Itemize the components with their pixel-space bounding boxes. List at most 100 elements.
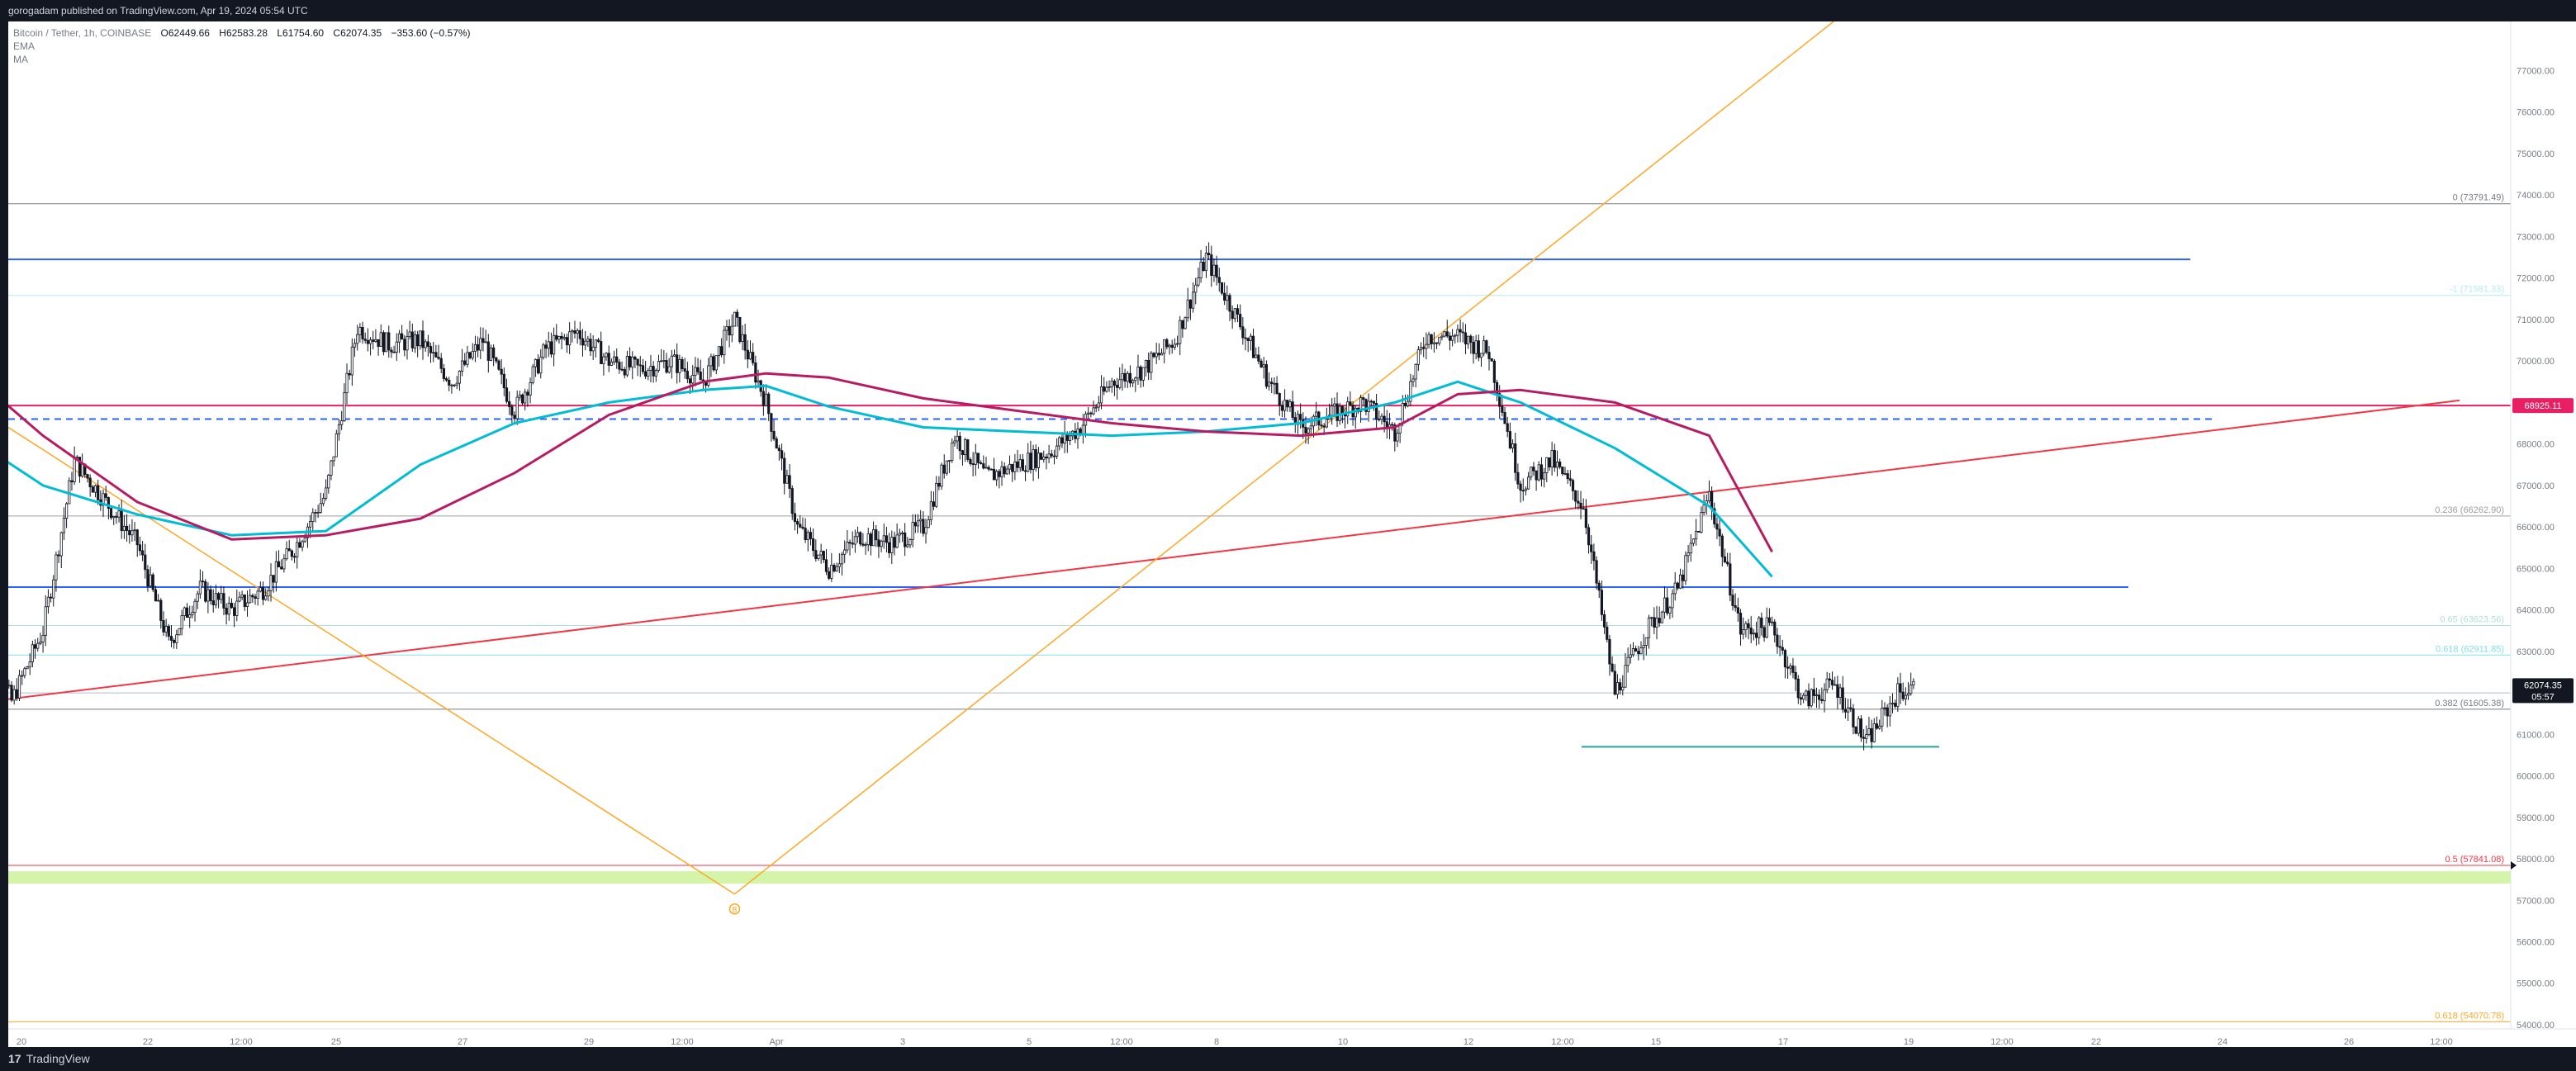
candle bbox=[1825, 671, 1829, 694]
candle bbox=[1663, 586, 1667, 619]
candle bbox=[1092, 400, 1095, 416]
candle bbox=[1175, 335, 1179, 348]
candle bbox=[717, 346, 721, 367]
candle bbox=[1239, 304, 1242, 330]
candle bbox=[1909, 672, 1913, 696]
candle bbox=[46, 589, 50, 614]
candle bbox=[1257, 346, 1260, 365]
candle bbox=[1097, 396, 1100, 412]
candle bbox=[1545, 457, 1549, 482]
candle bbox=[429, 343, 433, 363]
candle bbox=[549, 332, 553, 358]
candle bbox=[1034, 444, 1037, 472]
candle bbox=[911, 514, 914, 547]
candle bbox=[406, 329, 409, 360]
price-tick: 72000.00 bbox=[2517, 274, 2555, 284]
candle bbox=[746, 339, 749, 368]
candle bbox=[419, 330, 422, 350]
price-tick: 70000.00 bbox=[2517, 357, 2555, 367]
candle bbox=[356, 325, 359, 351]
candle bbox=[927, 515, 930, 528]
candle bbox=[1349, 391, 1352, 406]
chart-pane[interactable]: 0 (73791.49) -1 (71581.33) 0.236 (66262.90… bbox=[8, 21, 2576, 1047]
candle bbox=[738, 316, 742, 344]
candle bbox=[1773, 618, 1777, 642]
candle bbox=[26, 666, 29, 670]
chart-canvas[interactable]: 0 (73791.49) -1 (71581.33) 0.236 (66262.90… bbox=[8, 21, 2576, 1047]
candle bbox=[628, 347, 632, 371]
candle bbox=[1867, 717, 1871, 737]
candle bbox=[1526, 472, 1530, 490]
candle bbox=[964, 438, 967, 462]
time-tick: Apr bbox=[769, 1037, 783, 1047]
candle bbox=[238, 591, 241, 603]
candle bbox=[1487, 346, 1491, 371]
candle bbox=[1872, 718, 1876, 743]
candle bbox=[1255, 347, 1258, 358]
candle bbox=[1207, 242, 1211, 260]
footer-brand[interactable]: TradingView bbox=[26, 1052, 90, 1065]
candle bbox=[942, 454, 946, 479]
pivot-marker-icon bbox=[728, 903, 741, 915]
candle bbox=[1600, 581, 1604, 621]
candle bbox=[479, 327, 482, 359]
candle bbox=[553, 327, 556, 367]
candle bbox=[1615, 674, 1620, 699]
candle bbox=[44, 595, 47, 647]
footer-bar: 17 TradingView bbox=[0, 1047, 2576, 1071]
candle bbox=[52, 575, 55, 607]
candle bbox=[1414, 363, 1417, 388]
candle bbox=[686, 362, 689, 384]
candle bbox=[1047, 444, 1051, 463]
candle bbox=[1700, 506, 1703, 534]
candle bbox=[193, 598, 197, 622]
candle bbox=[86, 473, 89, 483]
candle bbox=[162, 611, 165, 637]
candle bbox=[233, 603, 236, 628]
candle bbox=[741, 325, 744, 351]
candle bbox=[785, 469, 789, 484]
candle bbox=[505, 378, 509, 404]
candle bbox=[1626, 647, 1630, 673]
orange-line-up bbox=[734, 21, 1834, 895]
price-tick: 61000.00 bbox=[2517, 730, 2555, 740]
candle bbox=[321, 493, 325, 507]
candle bbox=[1087, 407, 1090, 419]
candle bbox=[780, 443, 784, 471]
candle bbox=[1228, 292, 1231, 321]
candle bbox=[1244, 328, 1247, 351]
candle bbox=[1335, 392, 1339, 428]
time-tick: 20 bbox=[17, 1037, 26, 1047]
candle bbox=[573, 320, 576, 339]
legend-ma[interactable]: MA bbox=[13, 54, 28, 65]
candle bbox=[240, 590, 244, 600]
time-tick: 29 bbox=[584, 1037, 594, 1047]
candle bbox=[736, 309, 739, 327]
legend-symbol[interactable]: Bitcoin / Tether, 1h, COINBASE bbox=[13, 27, 152, 39]
candle bbox=[919, 509, 923, 533]
candle bbox=[1668, 606, 1672, 619]
candle bbox=[1485, 339, 1488, 355]
candle bbox=[12, 685, 16, 705]
candle bbox=[133, 522, 136, 542]
candle bbox=[1723, 548, 1727, 564]
candle bbox=[138, 536, 142, 556]
candle bbox=[191, 605, 194, 618]
candle bbox=[1558, 458, 1562, 470]
candle bbox=[1003, 462, 1006, 478]
candle bbox=[455, 376, 458, 390]
candle bbox=[1818, 689, 1821, 708]
candle bbox=[560, 332, 563, 350]
candle bbox=[837, 552, 841, 574]
candle bbox=[534, 358, 538, 377]
candle bbox=[1611, 656, 1614, 673]
candle bbox=[1467, 335, 1470, 349]
candle bbox=[1754, 621, 1758, 646]
candle bbox=[1490, 358, 1493, 362]
candle bbox=[167, 623, 170, 641]
time-tick: 26 bbox=[2344, 1037, 2354, 1047]
candle bbox=[828, 567, 831, 581]
candle bbox=[17, 670, 21, 701]
candle bbox=[1584, 499, 1587, 535]
legend-ema[interactable]: EMA bbox=[13, 40, 36, 52]
